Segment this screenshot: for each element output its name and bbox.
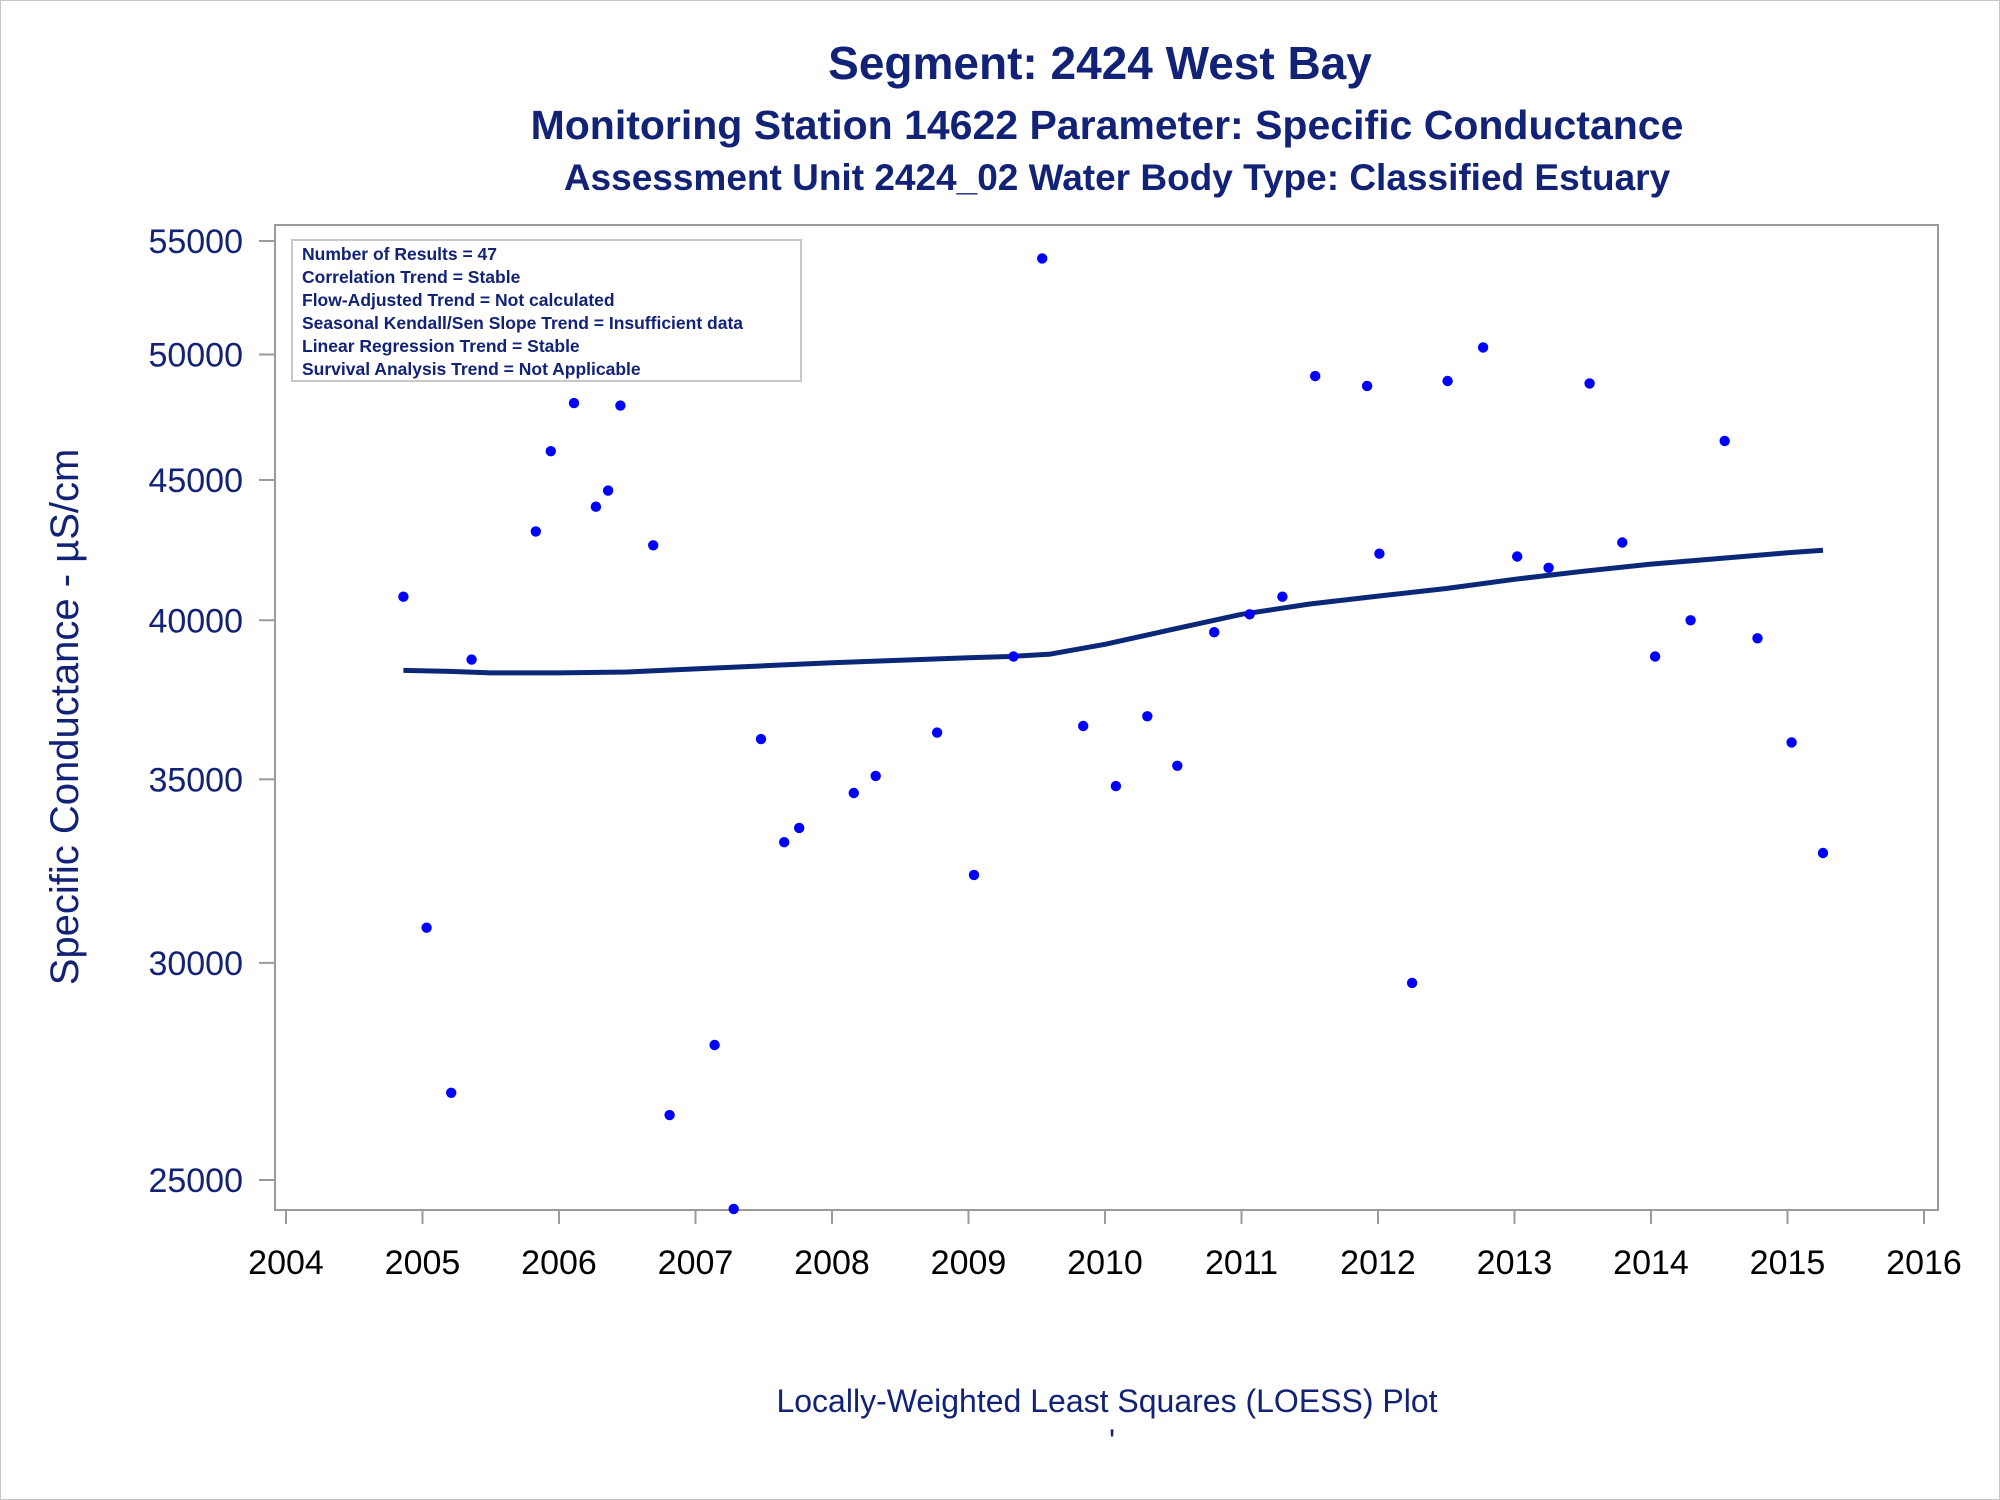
data-point <box>398 591 409 602</box>
data-point <box>1361 380 1373 392</box>
data-point <box>1008 651 1019 662</box>
x-tick-label: 2014 <box>1613 1244 1689 1282</box>
y-tick-label: 50000 <box>148 337 243 375</box>
data-point <box>931 727 943 738</box>
y-axis: 25000 30000 35000 40000 45000 50000 55000 <box>148 223 275 1200</box>
x-tick-label: 2009 <box>931 1244 1007 1282</box>
data-point <box>1477 342 1489 353</box>
data-point <box>590 501 602 512</box>
footnote: Locally-Weighted Least Squares (LOESS) P… <box>776 1383 1437 1419</box>
data-point <box>1142 711 1153 722</box>
data-point <box>709 1039 720 1051</box>
footnote-mark: ' <box>1109 1423 1115 1459</box>
data-point <box>1078 720 1089 732</box>
data-point <box>728 1203 739 1215</box>
data-point <box>794 822 805 834</box>
chart-subtitle-assessment: Assessment Unit 2424_02 Water Body Type:… <box>564 157 1671 198</box>
y-tick-label: 35000 <box>148 761 243 799</box>
data-point <box>1719 435 1730 447</box>
data-point <box>530 526 541 537</box>
data-point <box>1617 537 1628 548</box>
data-point <box>1512 551 1523 562</box>
plot-area <box>274 224 1939 1211</box>
x-tick-label: 2004 <box>248 1244 324 1282</box>
x-axis: 2004 2005 2006 2007 2008 2009 2010 2011 2012 2013… <box>248 1210 1962 1282</box>
stat-linear-regression-trend: Linear Regression Trend = Stable <box>302 336 580 356</box>
y-tick-label: 45000 <box>148 462 243 500</box>
data-point <box>1209 627 1220 638</box>
stat-flow-adjusted-trend: Flow-Adjusted Trend = Not calculated <box>302 290 615 310</box>
y-tick-label: 25000 <box>148 1162 243 1200</box>
data-point <box>664 1109 675 1121</box>
stat-seasonal-kendall-trend: Seasonal Kendall/Sen Slope Trend = Insuf… <box>302 313 743 333</box>
data-point <box>648 540 659 551</box>
data-point <box>1685 615 1696 626</box>
chart-title: Segment: 2424 West Bay <box>828 37 1372 89</box>
data-point <box>1817 847 1829 859</box>
x-tick-label: 2006 <box>521 1244 597 1282</box>
data-point <box>1310 370 1321 382</box>
data-point <box>1752 633 1763 644</box>
data-point <box>1110 780 1122 792</box>
data-point <box>615 400 626 411</box>
data-point <box>848 787 859 799</box>
x-tick-label: 2005 <box>385 1244 461 1282</box>
x-tick-label: 2012 <box>1340 1244 1416 1282</box>
data-point <box>1244 609 1255 620</box>
x-tick-label: 2013 <box>1477 1244 1553 1282</box>
data-point <box>602 485 614 496</box>
data-point <box>1374 548 1385 559</box>
data-point <box>755 733 767 745</box>
data-point <box>1172 760 1183 771</box>
data-point <box>1406 977 1418 989</box>
y-tick-label: 40000 <box>148 602 243 640</box>
stat-survival-analysis-trend: Survival Analysis Trend = Not Applicable <box>302 359 641 379</box>
stat-number-of-results: Number of Results = 47 <box>302 244 497 264</box>
data-point <box>1037 253 1048 264</box>
x-tick-label: 2016 <box>1886 1244 1962 1282</box>
data-point <box>779 837 790 848</box>
y-tick-label: 30000 <box>148 945 243 983</box>
loess-curve <box>403 547 1824 676</box>
data-points <box>398 253 1829 1215</box>
data-point <box>870 770 881 782</box>
data-point <box>1649 651 1661 662</box>
data-point <box>568 397 580 409</box>
chart-subtitle-station: Monitoring Station 14622 Parameter: Spec… <box>531 102 1684 148</box>
stat-correlation-trend: Correlation Trend = Stable <box>302 267 521 287</box>
data-point <box>466 654 477 665</box>
stats-box <box>291 239 802 382</box>
x-tick-label: 2011 <box>1205 1244 1278 1282</box>
data-point <box>446 1087 457 1099</box>
x-tick-label: 2008 <box>794 1244 870 1282</box>
data-point <box>545 446 556 457</box>
data-point <box>968 869 980 881</box>
data-point <box>1543 562 1554 573</box>
x-tick-label: 2015 <box>1750 1244 1826 1282</box>
x-tick-label: 2010 <box>1067 1244 1143 1282</box>
data-point <box>421 922 432 933</box>
x-tick-label: 2007 <box>658 1244 734 1282</box>
stats-box-lines: Number of Results = 47 Correlation Trend… <box>302 244 743 379</box>
y-tick-label: 55000 <box>148 223 243 261</box>
data-point <box>1786 737 1797 748</box>
data-point <box>1584 378 1595 389</box>
y-axis-label: Specific Conductance - µS/cm <box>43 449 87 986</box>
data-point <box>1442 375 1453 387</box>
data-point <box>1277 591 1288 602</box>
